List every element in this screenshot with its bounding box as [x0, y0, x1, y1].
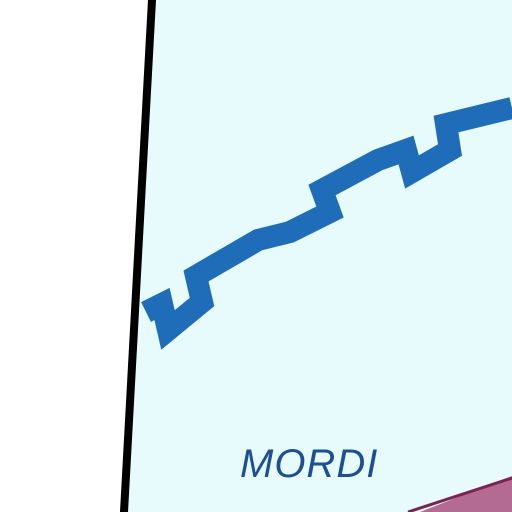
boundary-line: [119, 0, 157, 512]
land-area: [123, 0, 512, 512]
route-line: [141, 97, 512, 350]
place-label: MORDI: [240, 442, 378, 486]
lower-band-edge: [407, 476, 512, 512]
